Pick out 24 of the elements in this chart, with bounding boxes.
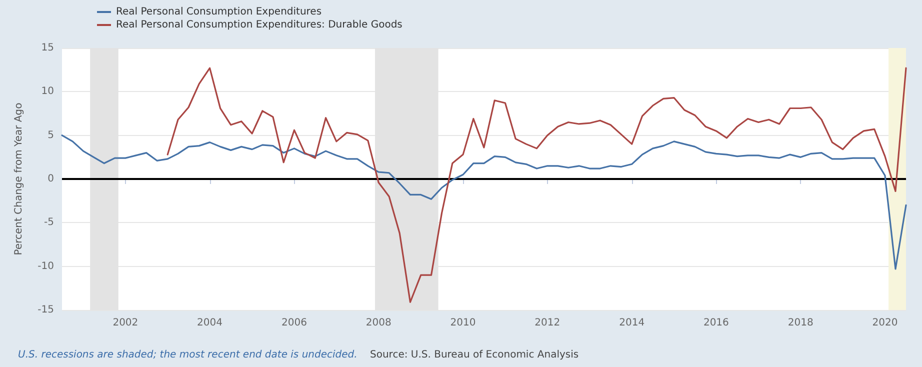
x-tick-label: 2016: [703, 318, 729, 328]
line-series: [166, 67, 907, 303]
y-tick-label: 15: [41, 42, 54, 54]
legend-label: Real Personal Consumption Expenditures: [116, 6, 322, 18]
y-tick-label: -15: [38, 304, 54, 316]
x-tick-label: 2020: [872, 318, 898, 328]
y-tick-label: 10: [41, 86, 54, 98]
x-tick-label: 2002: [112, 318, 138, 328]
x-tick-label: 2008: [366, 318, 392, 328]
x-tick-label: 2010: [450, 318, 476, 328]
x-tick-label: 2018: [788, 318, 814, 328]
x-tick-label: 2014: [619, 318, 645, 328]
legend-label: Real Personal Consumption Expenditures: Durable Goods: [116, 20, 402, 30]
text: U.S. recessions are shaded; the most recent end date is undecided.: [18, 350, 358, 360]
line-series: [61, 134, 907, 270]
source-note: Source: U.S. Bureau of Economic Analysis: [370, 350, 579, 360]
y-tick-label: 0: [48, 174, 54, 184]
y-tick-label: -5: [44, 217, 54, 228]
y-axis-title: Percent Change from Year Ago: [14, 102, 24, 256]
x-tick-label: 2012: [534, 318, 560, 328]
y-tick-label: -10: [38, 260, 54, 272]
x-tick-label: 2006: [282, 318, 307, 328]
y-tick-label: 5: [48, 130, 54, 141]
x-tick-label: 2004: [197, 318, 222, 328]
